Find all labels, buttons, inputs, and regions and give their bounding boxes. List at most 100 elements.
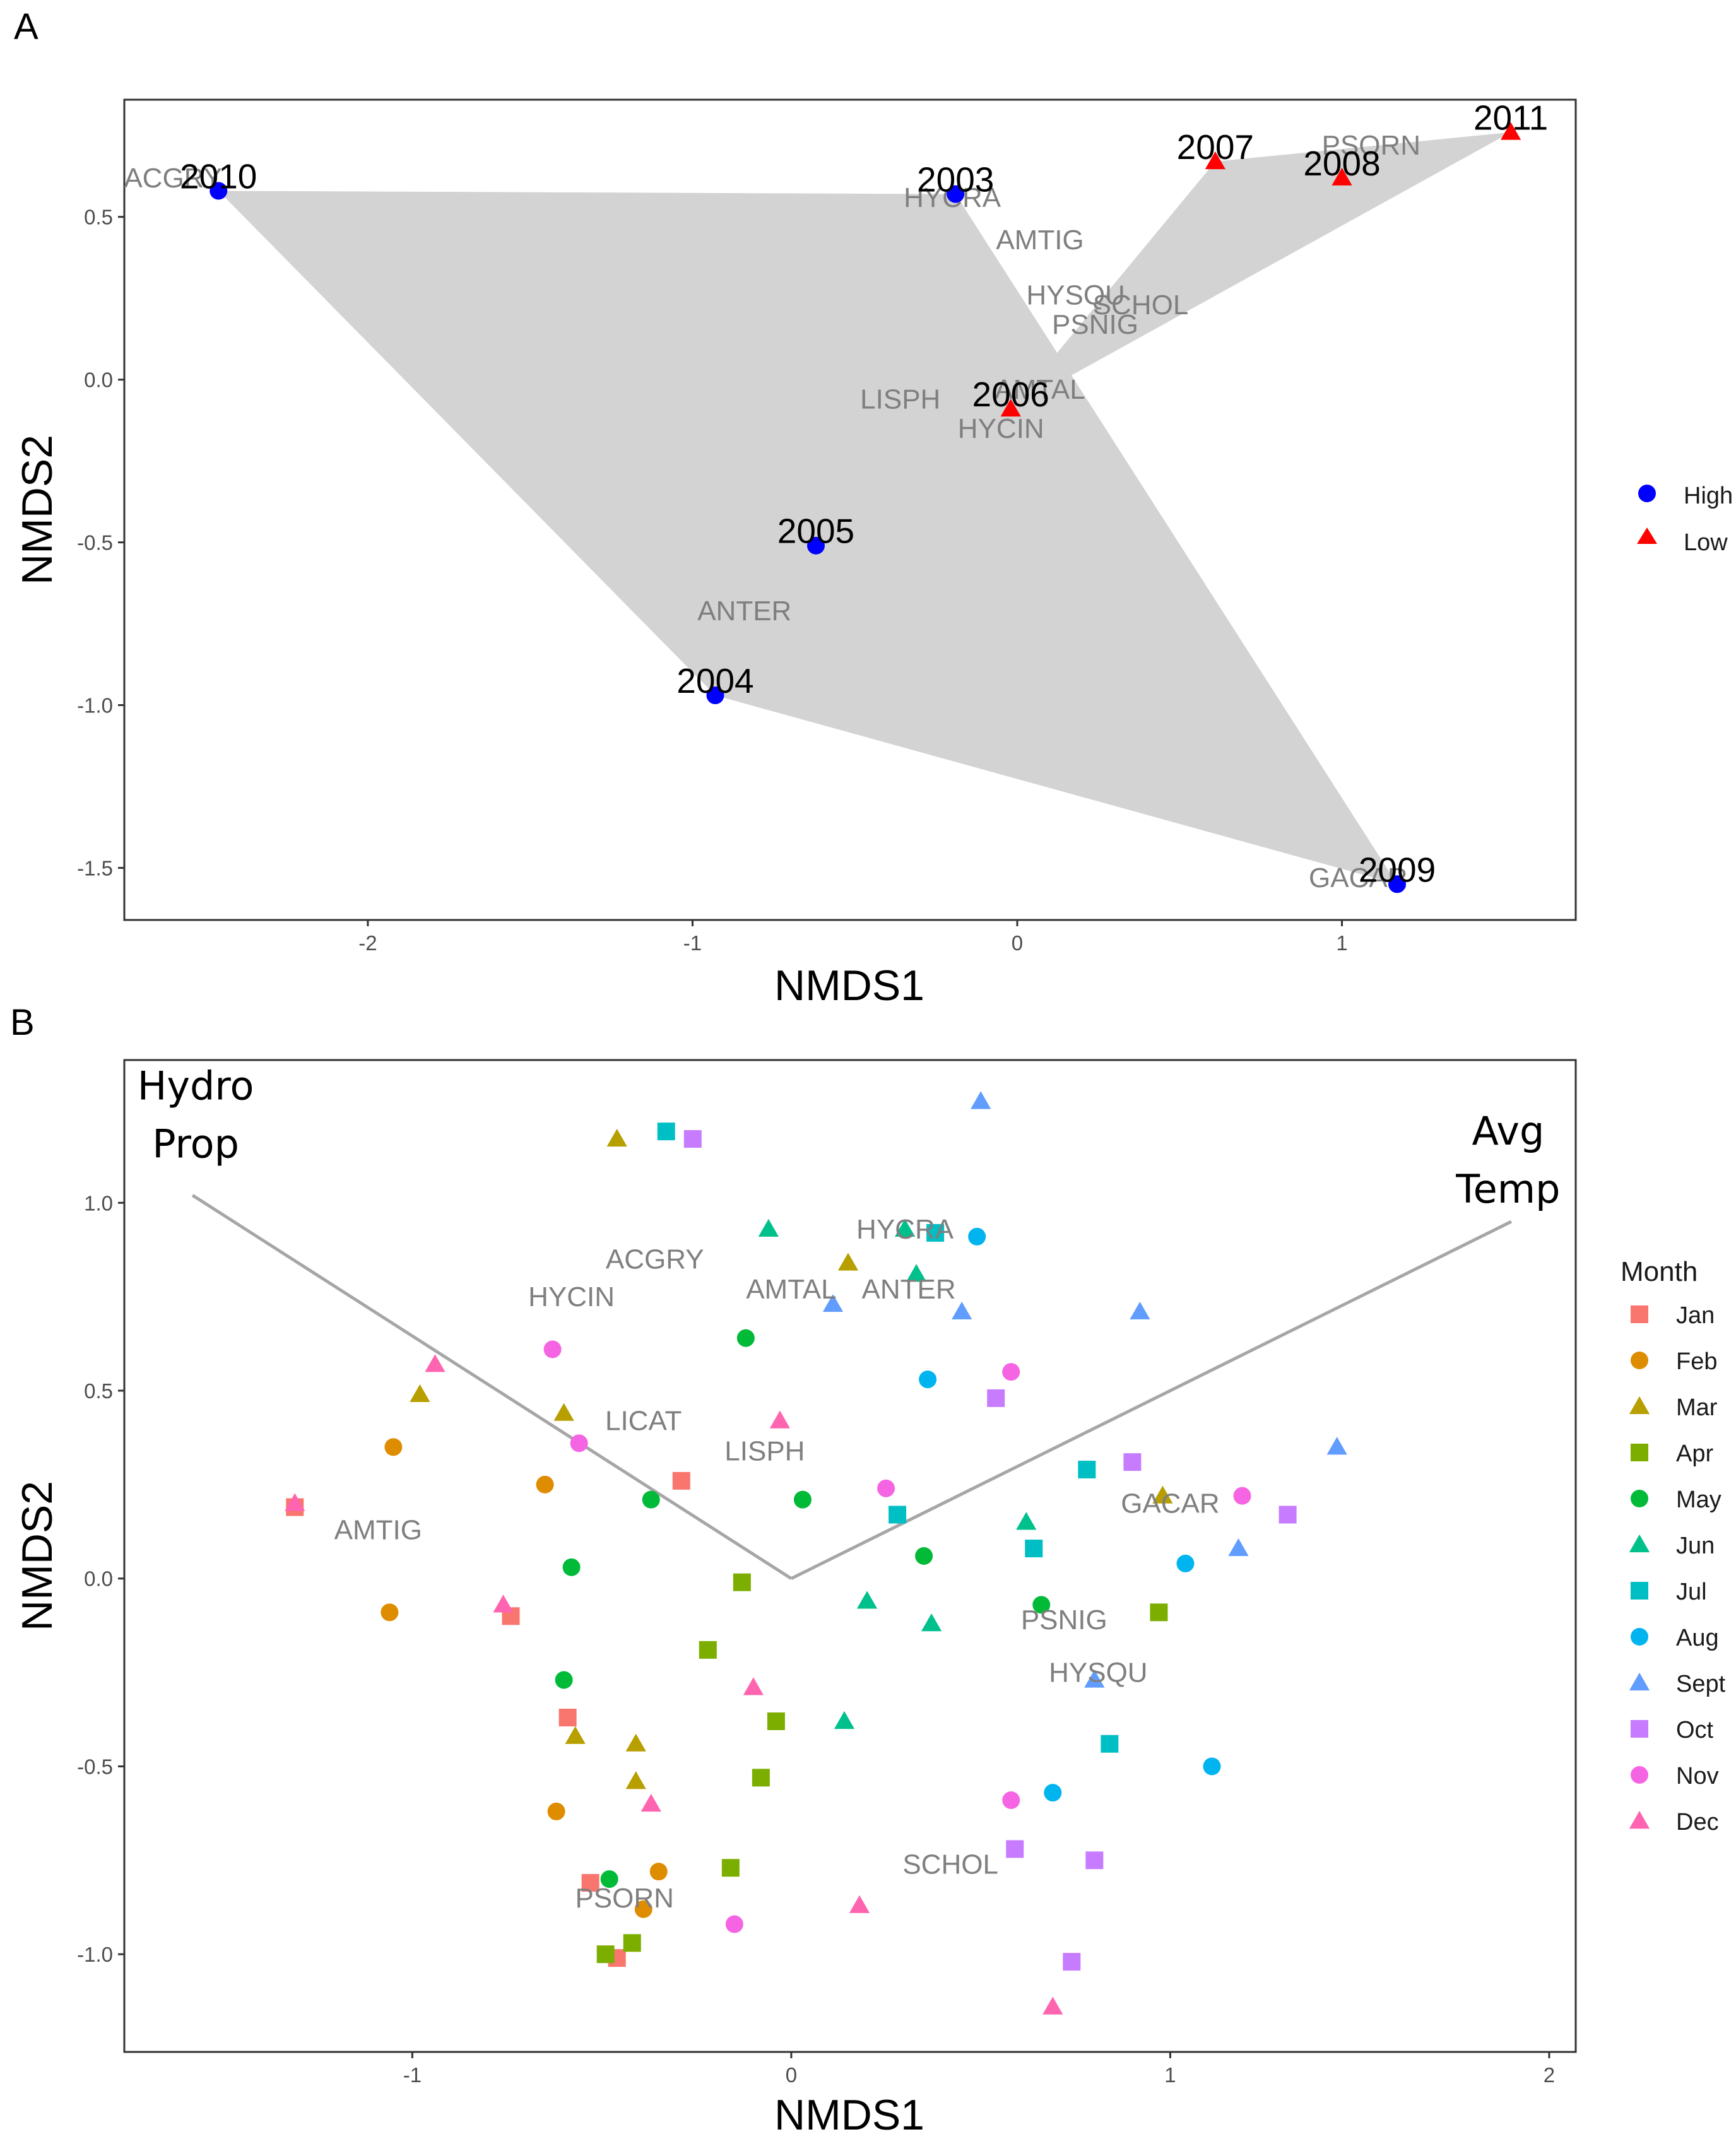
panel-a-y-tick-label: -1.0 [77,694,113,717]
panel-label-a: A [14,6,38,47]
year-label-2010: 2010 [180,156,257,196]
point-may [562,1558,581,1576]
panel-b-legend: Month Jan Feb Mar Apr May Jun Jul Aug Sept Oct Nov… [1621,1256,1726,1836]
point-mar [565,1726,586,1744]
point-nov [1233,1487,1251,1505]
hull-high [218,191,1398,885]
point-2003 [947,185,965,203]
year-label-2008: 2008 [1303,144,1380,183]
point-dec [769,1410,791,1429]
panel-b-y-tick-label: 0.0 [84,1567,113,1591]
panel-b-env-vectors [191,1194,1513,1580]
panel-b-ticks: -1 0 1 2 1.0 0.5 0.0 -0.5 -1.0 [77,1191,1555,2087]
legend-sept-swatch [1629,1672,1650,1691]
species-label-anter: ANTER [697,596,791,627]
point-may [600,1870,618,1889]
panel-a-x-tick-label: -2 [358,931,377,955]
panel-b-x-axis-title: NMDS1 [774,2091,924,2139]
legend-jan-swatch [1631,1305,1648,1323]
point-feb [384,1438,403,1456]
species-label-hysqu: HYSQU [1049,1658,1147,1688]
panel-label-b: B [10,1002,35,1043]
legend-low-swatch [1637,527,1657,544]
panel-a-y-tick-label: -0.5 [77,531,113,555]
species-label-acgry: ACGRY [124,163,222,194]
year-label-2009: 2009 [1359,850,1436,889]
vector-line-0 [191,1194,793,1580]
point-mar [625,1771,646,1789]
panel-b-x-tick-label: 2 [1544,2063,1555,2087]
point-2005 [806,536,825,555]
point-2008 [1332,167,1352,186]
point-apr [767,1712,785,1730]
point-sept [1326,1437,1347,1455]
point-mar [1152,1485,1173,1504]
point-may [642,1490,660,1509]
point-dec [285,1493,305,1511]
legend-mar-swatch [1629,1396,1650,1415]
point-nov [1002,1363,1020,1381]
species-label-lisph: LISPH [724,1435,805,1466]
point-jul [1101,1735,1119,1753]
point-nov [570,1434,588,1453]
legend-aug-label: Aug [1676,1625,1719,1651]
legend-high-label: High [1684,483,1733,509]
panel-a-points [210,122,1521,893]
panel-a-x-tick-label: 1 [1336,931,1347,955]
point-jul [926,1223,945,1242]
year-label-2011: 2011 [1473,98,1548,138]
panel-b-x-tick-label: -1 [403,2063,422,2087]
point-sept [1084,1670,1105,1688]
point-mar [553,1403,574,1421]
point-mar [837,1252,859,1271]
species-label-gacar: GACAR [1121,1488,1219,1519]
panel-a-y-axis-title: NMDS2 [13,435,61,585]
species-label-psorn: PSORN [1322,130,1420,161]
legend-oct-swatch [1631,1720,1648,1738]
point-apr [623,1934,641,1952]
legend-feb-label: Feb [1676,1348,1717,1375]
legend-may-swatch [1631,1490,1648,1507]
panel-a-x-axis-title: NMDS1 [774,962,924,1010]
point-aug [919,1370,937,1389]
species-label-amtal: AMTAL [746,1274,836,1305]
species-label-psnig: PSNIG [1052,309,1138,340]
point-jan [672,1471,690,1490]
species-label-amtig: AMTIG [996,225,1084,256]
panel-a-y-tick-label: 0.0 [84,368,113,392]
point-jun [906,1264,927,1282]
panel-a-legend: High Low [1637,483,1733,556]
panel-b-vector-labels: Hydro Prop Avg Temp [138,1063,1561,1212]
species-label-acgry: ACGRY [606,1244,704,1275]
legend-aug-swatch [1631,1628,1648,1646]
panel-a-y-tick-label: 0.5 [84,206,113,229]
point-apr [699,1641,717,1659]
point-aug [968,1227,986,1246]
point-dec [425,1354,446,1372]
year-label-2006: 2006 [972,375,1049,414]
point-jun [894,1218,916,1237]
point-apr [752,1769,770,1787]
panel-b-y-tick-label: 1.0 [84,1191,113,1215]
point-may [793,1490,812,1509]
legend-low-label: Low [1684,529,1728,556]
legend-nov-label: Nov [1676,1763,1719,1789]
year-label-2004: 2004 [676,661,753,700]
species-label-hycin: HYCIN [528,1282,615,1312]
species-label-schol: SCHOL [902,1849,998,1880]
point-jun [1016,1512,1037,1530]
point-jul [657,1123,675,1141]
point-dec [641,1793,661,1812]
point-jun [834,1711,855,1729]
panel-b-y-axis-title: NMDS2 [13,1481,61,1631]
point-2006 [1000,398,1021,417]
legend-jan-label: Jan [1676,1302,1715,1329]
panel-b-frame [123,1059,1577,2053]
point-apr [1150,1603,1168,1622]
legend-high-swatch [1638,485,1656,502]
point-oct [1278,1506,1297,1524]
point-apr [721,1859,740,1877]
panel-a-year-labels: 2010 2003 2005 2004 2009 2007 2008 2011 2006 [180,98,1548,890]
point-nov [877,1479,895,1497]
point-oct [1063,1953,1081,1971]
